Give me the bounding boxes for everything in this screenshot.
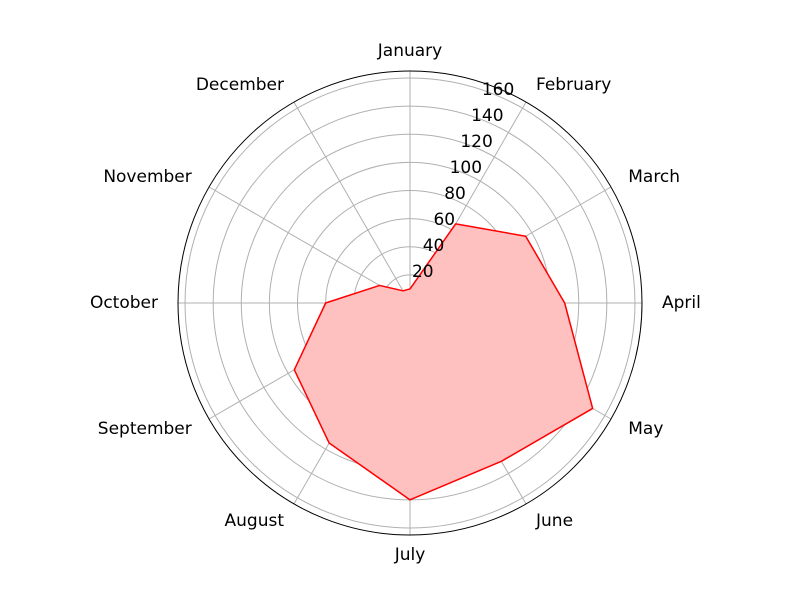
category-label: May — [628, 419, 663, 439]
radial-tick-label: 60 — [433, 210, 455, 230]
series-area — [294, 223, 593, 500]
polar-frame — [177, 70, 643, 536]
category-label: June — [535, 511, 573, 531]
frame-layer — [177, 70, 643, 536]
category-label: September — [98, 419, 192, 439]
series-layer — [293, 223, 594, 501]
label-layer: 20 40 60 80 100 120 140 160 January February March… — [90, 41, 701, 565]
radial-tick-label: 20 — [412, 262, 434, 282]
grid-spoke — [293, 101, 411, 304]
radial-tick-label: 120 — [460, 132, 492, 152]
grid-spoke — [208, 186, 411, 304]
category-label: July — [394, 545, 426, 565]
radial-tick-label: 100 — [450, 158, 482, 178]
category-label: October — [90, 293, 158, 313]
category-label: April — [662, 293, 701, 313]
radial-tick-label: 80 — [444, 184, 466, 204]
category-label: January — [377, 41, 442, 61]
category-label: February — [536, 75, 611, 95]
category-label: March — [628, 167, 680, 187]
radial-tick-label: 140 — [471, 106, 503, 126]
radial-tick-label: 160 — [482, 80, 514, 100]
category-label: August — [225, 511, 285, 531]
category-label: November — [103, 167, 191, 187]
category-label: December — [196, 75, 284, 95]
series-line — [293, 223, 594, 501]
radial-tick-label: 40 — [423, 236, 445, 256]
